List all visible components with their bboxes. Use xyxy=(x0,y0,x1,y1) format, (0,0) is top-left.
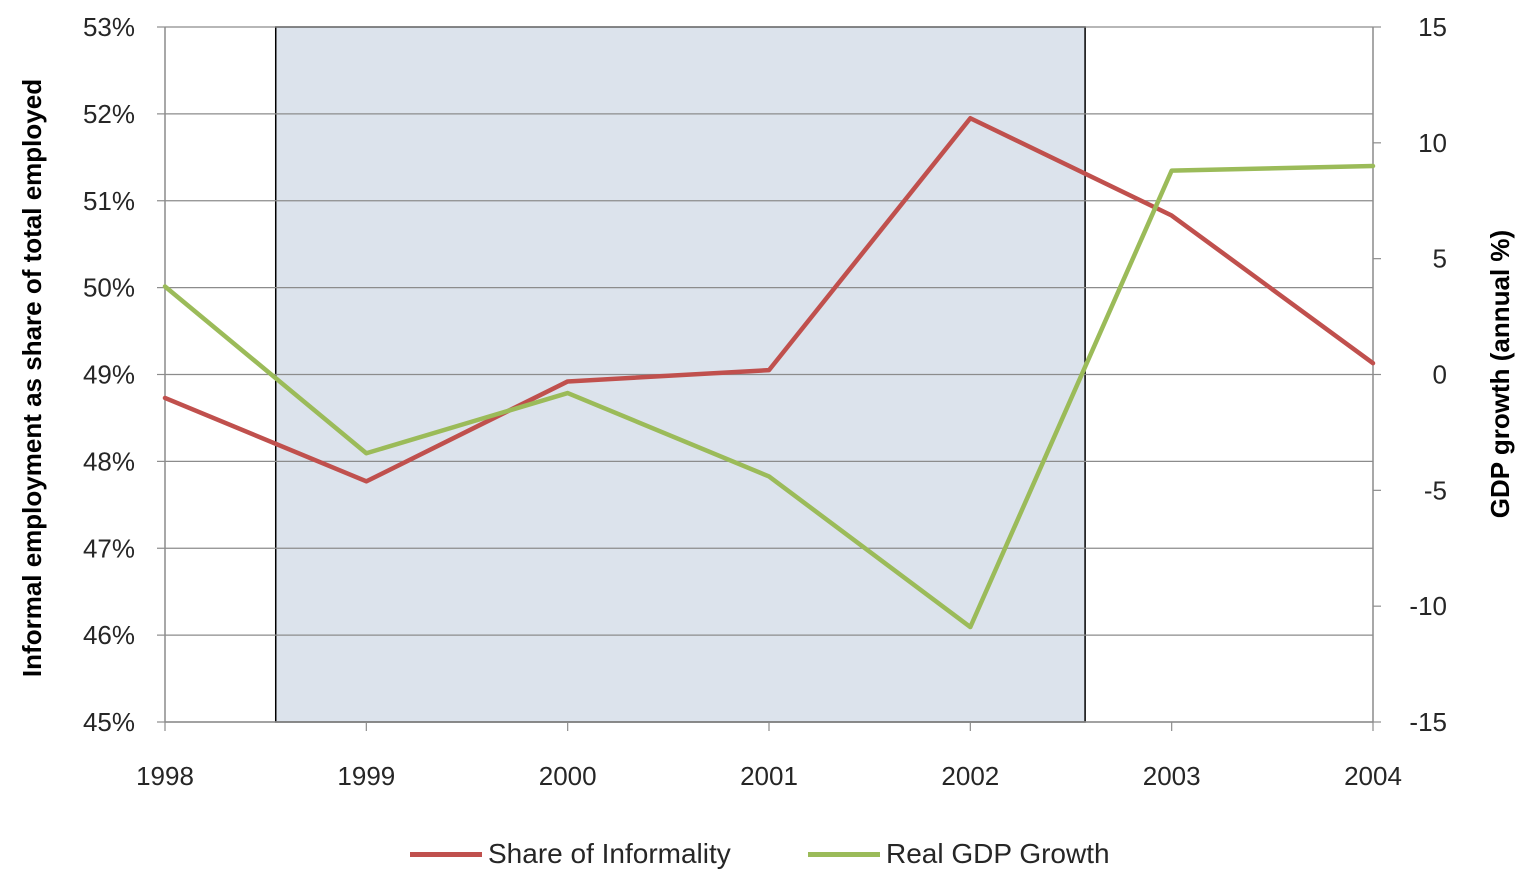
left-tick-label: 50% xyxy=(83,273,135,303)
x-tick-label: 2004 xyxy=(1344,761,1402,791)
left-tick-label: 47% xyxy=(83,533,135,563)
left-tick-label: 49% xyxy=(83,360,135,390)
left-tick-label: 53% xyxy=(83,12,135,42)
left-tick-label: 46% xyxy=(83,620,135,650)
legend-label-informality: Share of Informality xyxy=(488,838,731,870)
right-tick-label: 5 xyxy=(1433,244,1447,274)
legend-item-gdp: Real GDP Growth xyxy=(808,838,1110,870)
legend-label-gdp: Real GDP Growth xyxy=(886,838,1110,870)
left-tick-labels: 45% 46% 47% 48% 49% 50% 51% 52% 53% xyxy=(83,12,135,737)
legend-swatch-gdp xyxy=(808,852,880,857)
x-tick-label: 2000 xyxy=(539,761,597,791)
x-tick-label: 2003 xyxy=(1143,761,1201,791)
chart-svg: 45% 46% 47% 48% 49% 50% 51% 52% 53% -15 -10 -5 0 5 10… xyxy=(0,0,1533,830)
right-tick-labels: -15 -10 -5 0 5 10 15 xyxy=(1409,12,1447,737)
left-axis-title: Informal employment as share of total em… xyxy=(17,79,47,677)
right-tick-label: -10 xyxy=(1409,591,1447,621)
x-tick-label: 2001 xyxy=(740,761,798,791)
left-tick-label: 45% xyxy=(83,707,135,737)
right-tick-label: 15 xyxy=(1418,12,1447,42)
left-tick-label: 48% xyxy=(83,446,135,476)
x-tick-label: 1998 xyxy=(136,761,194,791)
left-tick-label: 52% xyxy=(83,99,135,129)
right-axis-title: GDP growth (annual %) xyxy=(1485,230,1515,518)
right-tick-label: 10 xyxy=(1418,128,1447,158)
right-tick-label: -15 xyxy=(1409,707,1447,737)
x-tick-label: 1999 xyxy=(337,761,395,791)
right-tick-label: 0 xyxy=(1433,360,1447,390)
x-tick-label: 2002 xyxy=(941,761,999,791)
legend-item-informality: Share of Informality xyxy=(410,838,731,870)
legend-swatch-informality xyxy=(410,852,482,857)
left-tick-label: 51% xyxy=(83,186,135,216)
x-tick-labels: 1998 1999 2000 2001 2002 2003 2004 xyxy=(136,761,1402,791)
legend: Share of Informality Real GDP Growth xyxy=(0,838,1533,878)
right-tick-label: -5 xyxy=(1424,475,1447,505)
